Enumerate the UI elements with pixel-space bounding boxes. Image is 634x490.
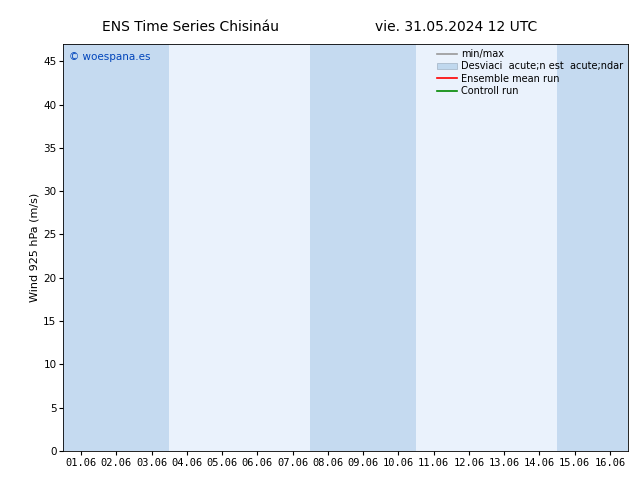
Bar <box>63 44 99 451</box>
Legend: min/max, Desviaci  acute;n est  acute;ndar, Ensemble mean run, Controll run: min/max, Desviaci acute;n est acute;ndar… <box>436 47 624 98</box>
Text: vie. 31.05.2024 12 UTC: vie. 31.05.2024 12 UTC <box>375 20 538 34</box>
Bar <box>381 44 416 451</box>
Text: ENS Time Series Chisináu: ENS Time Series Chisináu <box>101 20 279 34</box>
Bar <box>310 44 346 451</box>
Bar <box>99 44 134 451</box>
Bar <box>592 44 628 451</box>
Y-axis label: Wind 925 hPa (m/s): Wind 925 hPa (m/s) <box>29 193 39 302</box>
Text: © woespana.es: © woespana.es <box>69 52 150 62</box>
Bar <box>346 44 381 451</box>
Bar <box>134 44 169 451</box>
Bar <box>557 44 592 451</box>
